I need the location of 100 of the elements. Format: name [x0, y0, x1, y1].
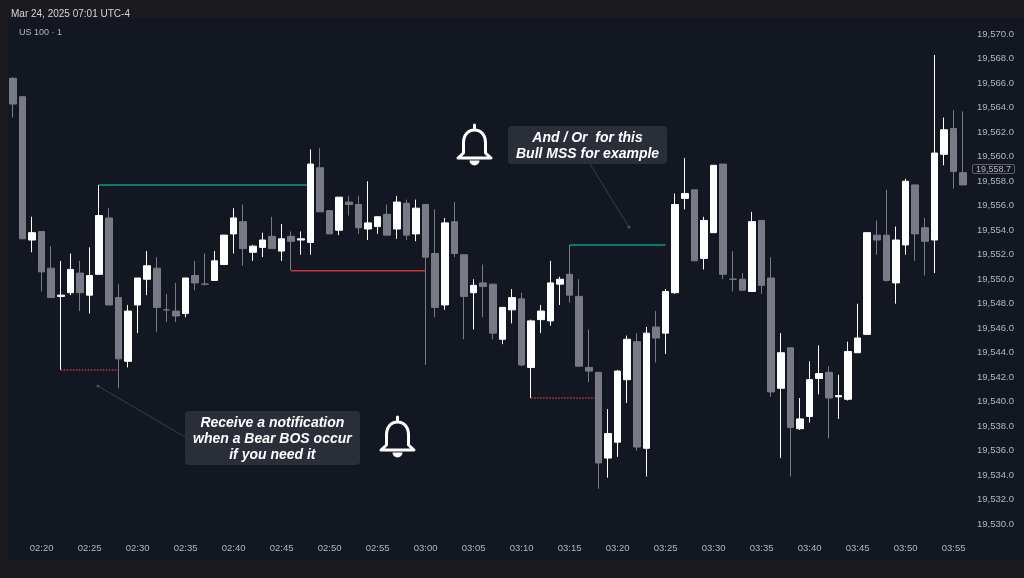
- x-tick-label: 02:35: [173, 541, 198, 553]
- y-tick-label: 19,570.0: [977, 27, 1014, 39]
- candlestick: [921, 217, 929, 277]
- candlestick: [297, 230, 305, 256]
- candlestick: [230, 207, 237, 254]
- candlestick: [28, 216, 36, 253]
- candlestick: [239, 204, 247, 267]
- candlestick: [393, 195, 401, 240]
- y-tick-label: 19,540.0: [977, 395, 1014, 406]
- candlestick: [364, 180, 372, 241]
- candlestick: [700, 216, 708, 270]
- candlestick: [220, 234, 228, 266]
- candlestick: [172, 282, 180, 323]
- candlestick: [595, 371, 602, 490]
- candlestick: [566, 244, 573, 303]
- candlestick: [460, 254, 468, 340]
- candlestick: [9, 76, 17, 119]
- candlestick: [950, 109, 957, 190]
- candlestick: [537, 304, 545, 334]
- candlestick: [163, 293, 170, 323]
- x-tick-label: 03:20: [605, 541, 630, 553]
- candlestick: [249, 244, 257, 262]
- candlestick: [758, 219, 765, 295]
- y-tick-label: 19,560.0: [977, 150, 1014, 161]
- candlestick: [76, 260, 84, 312]
- x-tick-label: 02:25: [77, 541, 102, 553]
- candlestick: [662, 288, 669, 355]
- y-tick-label: 19,532.0: [977, 493, 1014, 504]
- x-tick-label: 03:55: [941, 541, 966, 553]
- y-tick-label: 19,544.0: [977, 346, 1014, 357]
- candlestick: [441, 217, 449, 311]
- x-tick-label: 03:15: [557, 541, 582, 553]
- y-tick-label: 19,538.0: [977, 419, 1014, 431]
- candlestick: [902, 178, 909, 256]
- x-tick-label: 03:10: [509, 541, 534, 553]
- candlestick: [67, 253, 74, 296]
- candlestick: [940, 117, 948, 166]
- candlestick: [489, 283, 497, 340]
- candlestick: [105, 207, 113, 306]
- candlestick: [806, 360, 813, 424]
- candlestick: [681, 157, 689, 210]
- candlestick: [479, 264, 487, 318]
- candlestick: [201, 253, 209, 286]
- candlestick: [643, 326, 650, 477]
- candlestick: [863, 232, 871, 335]
- candlestick: [451, 201, 458, 258]
- y-tick-label: 19,558.0: [977, 174, 1014, 186]
- candlestick: [671, 192, 679, 295]
- candlestick: [316, 147, 324, 213]
- candlestick: [835, 374, 842, 420]
- y-tick-label: 19,556.0: [977, 199, 1014, 210]
- x-tick-label: 03:45: [845, 541, 870, 553]
- candlestick: [115, 283, 122, 389]
- candlestick: [883, 189, 890, 283]
- y-tick-label: 19,534.0: [977, 468, 1014, 480]
- candlestick: [278, 223, 285, 262]
- chart-subtitle: US 100 · 1: [19, 26, 63, 37]
- y-tick-label: 19,536.0: [977, 444, 1014, 455]
- candlestick: [825, 365, 833, 439]
- candlestick: [796, 397, 804, 431]
- y-tick-label: 19,552.0: [977, 248, 1014, 259]
- candlestick: [691, 189, 698, 262]
- candlestick: [470, 278, 477, 330]
- annotation: And / Or for this Bull MSS for example: [508, 126, 668, 164]
- candlestick: [575, 278, 583, 367]
- candlestick: [652, 310, 660, 364]
- x-tick-label: 03:40: [797, 541, 822, 553]
- candlestick: [931, 54, 938, 274]
- x-tick-label: 03:30: [701, 541, 726, 553]
- candlestick: [787, 347, 794, 477]
- y-tick-label: 19,564.0: [977, 101, 1014, 112]
- y-tick-label: 19,550.0: [977, 272, 1014, 284]
- candlestick: [134, 277, 141, 334]
- candlestick: [892, 226, 900, 305]
- y-tick-label: 19,546.0: [977, 321, 1014, 333]
- candlestick: [182, 277, 189, 318]
- candlestick: [854, 303, 861, 354]
- candlestick: [518, 292, 525, 367]
- candlestick: [191, 260, 199, 291]
- annotation: Receive a notification when a Bear BOS occur if you need it: [185, 411, 360, 465]
- x-tick-label: 03:35: [749, 541, 774, 553]
- candlestick: [556, 276, 564, 306]
- candlestick: [431, 208, 439, 318]
- x-tick-label: 03:50: [893, 541, 918, 553]
- candlestick: [729, 250, 737, 292]
- y-tick-label: 19,548.0: [977, 297, 1014, 308]
- candlestick: [739, 272, 746, 291]
- x-tick-label: 02:50: [317, 541, 342, 553]
- candlestick: [527, 319, 535, 399]
- candlestick: [815, 344, 823, 395]
- candlestick: [748, 211, 756, 292]
- x-tick-label: 03:25: [653, 541, 678, 553]
- x-tick-label: 03:05: [461, 541, 486, 553]
- y-tick-label: 19,562.0: [977, 125, 1014, 137]
- x-tick-label: 02:45: [269, 541, 294, 553]
- y-tick-label: 19,542.0: [977, 370, 1014, 382]
- candlestick: [777, 332, 785, 459]
- x-tick-label: 02:55: [365, 541, 390, 553]
- candlestick: [844, 341, 852, 401]
- candlestick: [38, 230, 45, 292]
